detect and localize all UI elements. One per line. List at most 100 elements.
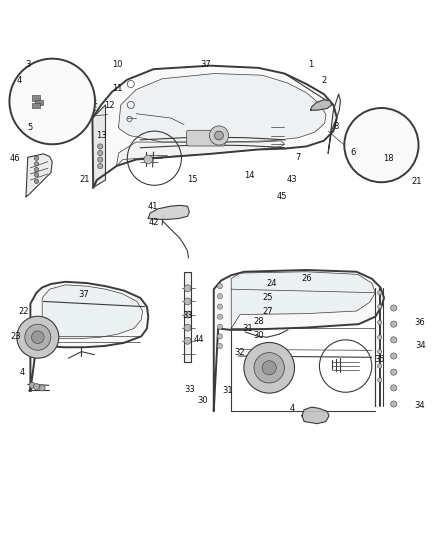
Text: 41: 41	[147, 202, 158, 211]
Text: 12: 12	[104, 101, 114, 110]
Circle shape	[378, 290, 382, 295]
Circle shape	[244, 343, 294, 393]
Text: 13: 13	[96, 131, 106, 140]
Polygon shape	[231, 272, 375, 328]
Text: 4: 4	[290, 404, 295, 413]
Polygon shape	[117, 141, 285, 166]
Text: 31: 31	[223, 386, 233, 395]
Polygon shape	[42, 285, 143, 338]
Circle shape	[217, 294, 223, 299]
Text: 42: 42	[148, 219, 159, 228]
Circle shape	[391, 305, 397, 311]
Circle shape	[184, 311, 191, 318]
Text: 18: 18	[383, 154, 394, 163]
Text: 28: 28	[253, 317, 264, 326]
Text: 31: 31	[242, 324, 253, 333]
Circle shape	[254, 353, 284, 383]
Circle shape	[217, 284, 223, 289]
Polygon shape	[119, 74, 326, 142]
Text: 4: 4	[16, 76, 21, 85]
Circle shape	[217, 334, 223, 339]
Text: 37: 37	[78, 290, 89, 300]
Polygon shape	[148, 205, 189, 220]
Circle shape	[217, 324, 223, 329]
Circle shape	[262, 361, 276, 375]
Circle shape	[144, 155, 152, 164]
Text: 22: 22	[18, 306, 28, 316]
Circle shape	[29, 382, 35, 389]
Text: 33: 33	[184, 385, 194, 394]
Text: 21: 21	[411, 177, 422, 186]
Circle shape	[34, 156, 39, 160]
Circle shape	[34, 161, 39, 166]
Circle shape	[184, 337, 191, 344]
Circle shape	[184, 324, 191, 331]
Circle shape	[17, 316, 59, 358]
Bar	[32, 95, 40, 101]
Circle shape	[33, 384, 39, 390]
Circle shape	[378, 304, 382, 309]
Circle shape	[10, 59, 95, 144]
Circle shape	[391, 401, 397, 407]
Text: 34: 34	[414, 401, 425, 410]
Text: 36: 36	[414, 318, 425, 327]
Text: 34: 34	[415, 342, 426, 351]
Circle shape	[34, 173, 39, 177]
Text: 26: 26	[301, 274, 311, 283]
Text: 46: 46	[9, 154, 20, 163]
Text: 21: 21	[79, 175, 90, 184]
Text: 32: 32	[235, 349, 245, 358]
Polygon shape	[92, 66, 337, 188]
Circle shape	[378, 320, 382, 325]
Text: 5: 5	[28, 123, 33, 132]
Polygon shape	[92, 105, 106, 188]
Text: 1: 1	[308, 60, 313, 69]
Circle shape	[184, 285, 191, 292]
Circle shape	[184, 298, 191, 305]
Circle shape	[98, 164, 103, 169]
Circle shape	[378, 335, 382, 340]
Circle shape	[217, 304, 223, 309]
Text: 27: 27	[263, 306, 273, 316]
Polygon shape	[214, 270, 384, 410]
Text: 23: 23	[11, 332, 21, 341]
Polygon shape	[311, 100, 332, 110]
Text: 24: 24	[266, 279, 277, 288]
Text: 7: 7	[295, 153, 300, 162]
Circle shape	[25, 324, 51, 350]
Bar	[35, 100, 42, 105]
Text: 11: 11	[113, 84, 123, 93]
Text: 2: 2	[321, 76, 326, 85]
Text: 4: 4	[20, 368, 25, 377]
Text: 37: 37	[201, 60, 211, 69]
Circle shape	[34, 167, 39, 172]
Text: 35: 35	[374, 354, 385, 364]
Circle shape	[32, 331, 44, 343]
Circle shape	[378, 364, 382, 368]
Text: 44: 44	[194, 335, 205, 344]
Text: 30: 30	[253, 331, 264, 340]
FancyBboxPatch shape	[187, 130, 225, 146]
Text: 45: 45	[277, 192, 288, 201]
Text: 8: 8	[333, 122, 339, 131]
Polygon shape	[184, 272, 191, 362]
Circle shape	[391, 337, 397, 343]
Circle shape	[378, 378, 382, 382]
Circle shape	[39, 385, 45, 391]
Circle shape	[215, 131, 223, 140]
Text: 10: 10	[113, 60, 123, 69]
Text: 33: 33	[182, 311, 193, 320]
Text: 25: 25	[263, 294, 273, 302]
Polygon shape	[302, 407, 329, 424]
Circle shape	[98, 144, 103, 149]
Polygon shape	[30, 282, 148, 391]
Text: 43: 43	[287, 175, 298, 184]
Circle shape	[391, 369, 397, 375]
Polygon shape	[26, 154, 52, 197]
Circle shape	[391, 385, 397, 391]
Circle shape	[391, 353, 397, 359]
Text: 14: 14	[244, 171, 255, 180]
Text: 3: 3	[25, 60, 31, 69]
Circle shape	[378, 350, 382, 354]
Text: 6: 6	[351, 148, 356, 157]
